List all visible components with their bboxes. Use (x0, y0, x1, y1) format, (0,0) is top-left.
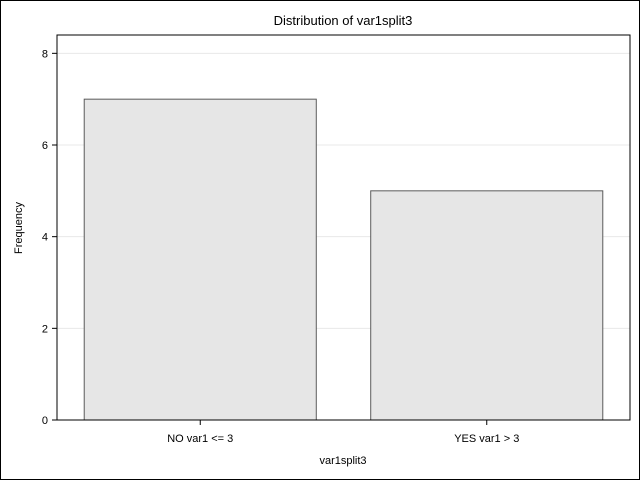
y-axis-label: Frequency (13, 202, 25, 254)
y-tick-label: 8 (42, 48, 48, 60)
chart-title: Distribution of var1split3 (274, 13, 413, 28)
x-tick-label: NO var1 <= 3 (167, 433, 233, 445)
x-axis-label: var1split3 (319, 455, 366, 467)
x-axis-ticks: NO var1 <= 3 YES var1 > 3 (167, 420, 519, 445)
y-tick-label: 6 (42, 140, 48, 152)
bar-1 (370, 190, 604, 421)
y-tick-label: 0 (42, 415, 48, 427)
x-tick-label: YES var1 > 3 (454, 433, 519, 445)
y-axis-ticks: 0 2 4 6 8 (42, 48, 57, 427)
y-tick-label: 4 (42, 232, 48, 244)
bars (83, 98, 604, 421)
bar-0 (83, 98, 317, 421)
plot-area-border (56, 34, 631, 421)
y-tick-label: 2 (42, 323, 48, 335)
